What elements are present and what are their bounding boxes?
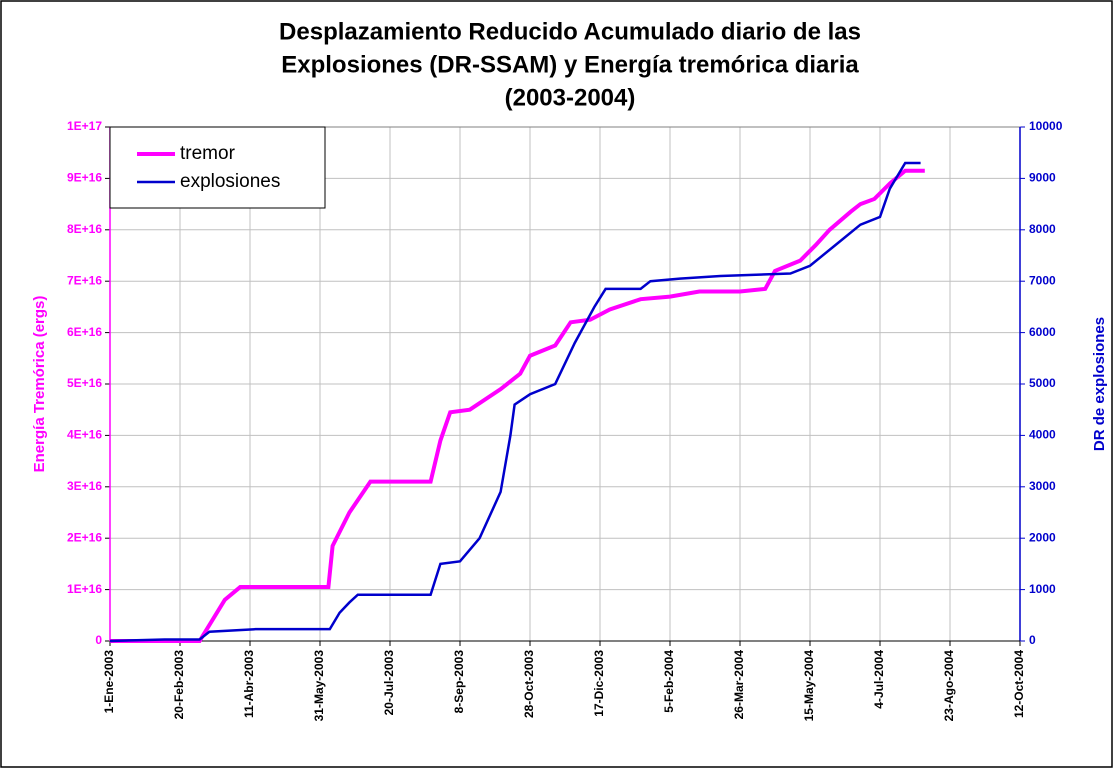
y2-tick-label: 0: [1029, 633, 1036, 647]
x-tick-label: 28-Oct-2003: [522, 650, 536, 718]
x-tick-label: 4-Jul-2004: [872, 650, 886, 709]
x-tick-label: 20-Feb-2003: [172, 650, 186, 720]
y-tick-label: 5E+16: [67, 376, 102, 390]
y2-tick-label: 9000: [1029, 171, 1056, 185]
x-tick-label: 20-Jul-2003: [382, 650, 396, 716]
x-tick-label: 23-Ago-2004: [942, 650, 956, 722]
legend-label: explosiones: [180, 171, 280, 192]
y2-tick-label: 4000: [1029, 428, 1056, 442]
y2-tick-label: 10000: [1029, 119, 1063, 133]
chart-title: Desplazamiento Reducido Acumulado diario…: [279, 18, 861, 45]
y2-tick-label: 6000: [1029, 325, 1056, 339]
y-tick-label: 2E+16: [67, 530, 102, 544]
y-tick-label: 8E+16: [67, 222, 102, 236]
y-tick-label: 7E+16: [67, 273, 102, 287]
x-tick-label: 17-Dic-2003: [592, 650, 606, 717]
series-line: [109, 161, 921, 643]
x-tick-label: 5-Feb-2004: [662, 650, 676, 713]
y2-tick-label: 7000: [1029, 273, 1056, 287]
y-tick-label: 6E+16: [67, 325, 102, 339]
y2-tick-label: 8000: [1029, 222, 1056, 236]
x-tick-label: 1-Ene-2003: [102, 650, 116, 714]
x-tick-label: 15-May-2004: [802, 650, 816, 722]
chart-title: (2003-2004): [505, 84, 636, 111]
x-tick-label: 12-Oct-2004: [1012, 650, 1026, 718]
y-tick-label: 3E+16: [67, 479, 102, 493]
x-tick-label: 11-Abr-2003: [242, 650, 256, 718]
y2-axis-label: DR de explosiones: [1091, 317, 1108, 451]
legend-box: [109, 126, 326, 209]
y2-tick-label: 2000: [1029, 530, 1056, 544]
y-tick-label: 1E+17: [67, 119, 102, 133]
x-tick-label: 31-May-2003: [312, 650, 326, 722]
y-tick-label: 9E+16: [67, 171, 102, 185]
chart-title: Explosiones (DR-SSAM) y Energía tremóric…: [281, 51, 859, 78]
y-tick-label: 4E+16: [67, 428, 102, 442]
y2-tick-label: 5000: [1029, 376, 1056, 390]
x-tick-label: 26-Mar-2004: [732, 650, 746, 720]
legend-label: tremor: [180, 143, 236, 164]
y-axis-label: Energía Tremórica (ergs): [31, 296, 48, 473]
y-tick-label: 0: [95, 633, 102, 647]
series-line: [110, 168, 925, 643]
y2-tick-label: 1000: [1029, 582, 1056, 596]
x-tick-label: 8-Sep-2003: [452, 650, 466, 714]
y2-tick-label: 3000: [1029, 479, 1056, 493]
y-tick-label: 1E+16: [67, 582, 102, 596]
